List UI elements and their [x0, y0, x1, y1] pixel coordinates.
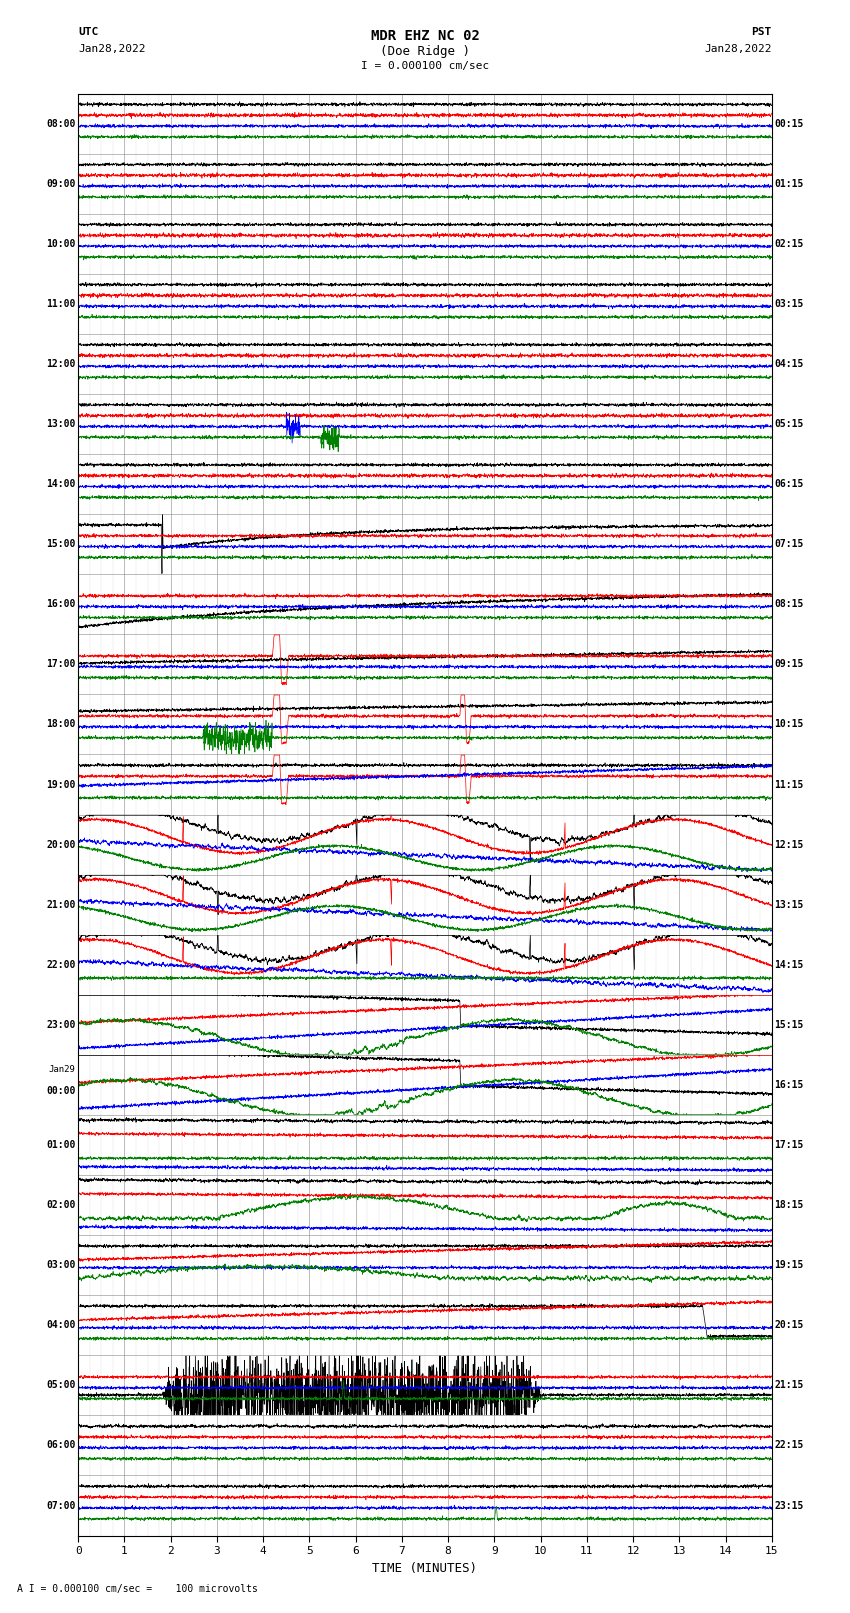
Text: 22:00: 22:00 [46, 960, 76, 969]
Text: 19:00: 19:00 [46, 779, 76, 789]
Text: 04:00: 04:00 [46, 1321, 76, 1331]
Text: 05:00: 05:00 [46, 1381, 76, 1390]
Text: 18:15: 18:15 [774, 1200, 804, 1210]
Text: 11:00: 11:00 [46, 298, 76, 308]
Text: 09:00: 09:00 [46, 179, 76, 189]
Text: 07:00: 07:00 [46, 1500, 76, 1510]
Text: Jan28,2022: Jan28,2022 [705, 44, 772, 53]
Text: 14:00: 14:00 [46, 479, 76, 489]
Text: 08:00: 08:00 [46, 119, 76, 129]
Text: 15:15: 15:15 [774, 1019, 804, 1029]
Text: 12:15: 12:15 [774, 840, 804, 850]
Text: 00:15: 00:15 [774, 119, 804, 129]
Text: 14:15: 14:15 [774, 960, 804, 969]
Text: 01:00: 01:00 [46, 1140, 76, 1150]
Text: A I = 0.000100 cm/sec =    100 microvolts: A I = 0.000100 cm/sec = 100 microvolts [17, 1584, 258, 1594]
X-axis label: TIME (MINUTES): TIME (MINUTES) [372, 1561, 478, 1574]
Text: 11:15: 11:15 [774, 779, 804, 789]
Text: 18:00: 18:00 [46, 719, 76, 729]
Text: 20:15: 20:15 [774, 1321, 804, 1331]
Text: 09:15: 09:15 [774, 660, 804, 669]
Text: 21:15: 21:15 [774, 1381, 804, 1390]
Text: 20:00: 20:00 [46, 840, 76, 850]
Text: 13:15: 13:15 [774, 900, 804, 910]
Text: 03:00: 03:00 [46, 1260, 76, 1269]
Text: PST: PST [751, 27, 772, 37]
Text: I = 0.000100 cm/sec: I = 0.000100 cm/sec [361, 61, 489, 71]
Text: 04:15: 04:15 [774, 360, 804, 369]
Text: 19:15: 19:15 [774, 1260, 804, 1269]
Text: MDR EHZ NC 02: MDR EHZ NC 02 [371, 29, 479, 44]
Text: 06:00: 06:00 [46, 1440, 76, 1450]
Text: 16:15: 16:15 [774, 1081, 804, 1090]
Text: UTC: UTC [78, 27, 99, 37]
Text: 12:00: 12:00 [46, 360, 76, 369]
Text: 08:15: 08:15 [774, 600, 804, 610]
Text: 13:00: 13:00 [46, 419, 76, 429]
Text: 06:15: 06:15 [774, 479, 804, 489]
Text: 10:00: 10:00 [46, 239, 76, 248]
Text: (Doe Ridge ): (Doe Ridge ) [380, 45, 470, 58]
Text: Jan29: Jan29 [48, 1066, 76, 1074]
Text: 15:00: 15:00 [46, 539, 76, 548]
Text: Jan28,2022: Jan28,2022 [78, 44, 145, 53]
Text: 17:15: 17:15 [774, 1140, 804, 1150]
Text: 02:00: 02:00 [46, 1200, 76, 1210]
Text: 10:15: 10:15 [774, 719, 804, 729]
Text: 16:00: 16:00 [46, 600, 76, 610]
Text: 17:00: 17:00 [46, 660, 76, 669]
Text: 07:15: 07:15 [774, 539, 804, 548]
Text: 01:15: 01:15 [774, 179, 804, 189]
Text: 03:15: 03:15 [774, 298, 804, 308]
Text: 23:00: 23:00 [46, 1019, 76, 1029]
Text: 22:15: 22:15 [774, 1440, 804, 1450]
Text: 23:15: 23:15 [774, 1500, 804, 1510]
Text: 00:00: 00:00 [46, 1086, 76, 1095]
Text: 05:15: 05:15 [774, 419, 804, 429]
Text: 02:15: 02:15 [774, 239, 804, 248]
Text: 21:00: 21:00 [46, 900, 76, 910]
